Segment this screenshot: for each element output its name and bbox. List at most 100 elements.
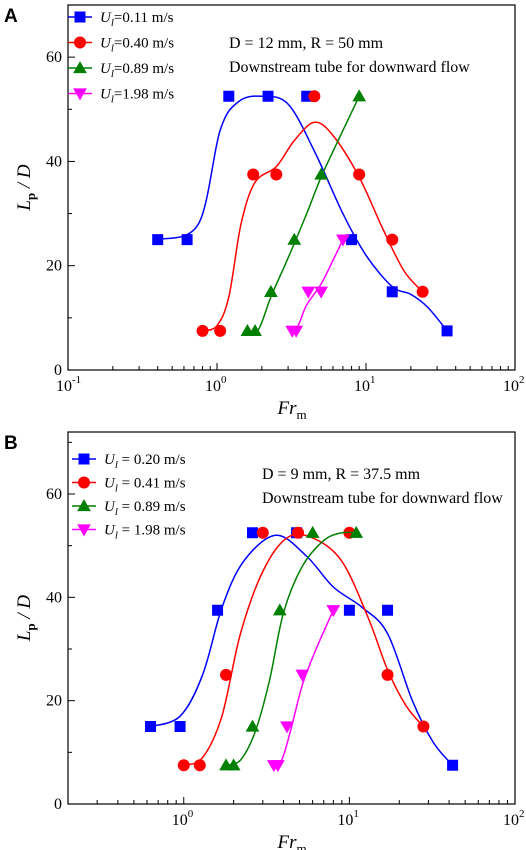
series-1 (152, 90, 453, 337)
legend-label-sub: l (111, 68, 114, 80)
legend-label-rest: = 1.98 m/s (118, 523, 186, 539)
x-tick-base: 10 (205, 378, 221, 395)
data-point (152, 234, 164, 246)
data-point (177, 759, 190, 772)
x-axis-label: Frm (277, 398, 307, 422)
y-tick-label: 60 (46, 486, 62, 503)
legend-label-main: U (104, 499, 116, 515)
legend-label-sub: l (115, 483, 118, 495)
y-tick-label: 0 (54, 362, 62, 379)
legend-label-sub: l (115, 506, 118, 518)
legend-entry-label: Ul = 0.41 m/s (104, 476, 186, 495)
data-point (352, 89, 367, 102)
y-axis-label: Lp / D (14, 164, 38, 212)
x-tick-exponent: 1 (370, 374, 376, 386)
y-tick-label: 20 (46, 258, 62, 275)
legend: Ul = 0.20 m/sUl = 0.41 m/sUl = 0.89 m/sU… (72, 452, 186, 542)
legend-label-rest: = 0.41 m/s (118, 476, 186, 492)
x-tick-label: 101 (354, 374, 376, 395)
panel-letter: A (4, 6, 18, 27)
x-axis-label-sub: m (297, 841, 307, 850)
legend-label-rest: =0.11 m/s (114, 10, 174, 26)
data-point (295, 669, 310, 682)
x-tick-base: 10 (337, 812, 353, 829)
x-axis-label-sub: m (297, 407, 307, 422)
data-point (417, 720, 430, 733)
x-tick-base: 10 (56, 378, 72, 395)
data-point (292, 526, 305, 539)
data-point (212, 604, 224, 616)
data-point (246, 527, 258, 539)
x-tick-label: 101 (337, 808, 359, 829)
fit-curve (247, 95, 360, 333)
x-tick-label: 102 (503, 374, 525, 395)
data-point (196, 324, 209, 337)
y-axis-label-rest: / D (14, 164, 35, 193)
x-tick-base: 10 (503, 812, 519, 829)
series-4 (266, 605, 341, 773)
data-point (301, 286, 316, 299)
data-point (301, 90, 313, 102)
data-point (264, 284, 278, 297)
fit-curve (183, 533, 424, 767)
legend-marker (78, 476, 90, 489)
x-axis-label-main: Fr (277, 832, 298, 850)
x-tick-exponent: 1 (353, 808, 359, 820)
legend-marker (78, 453, 90, 465)
x-tick-label: 100 (205, 374, 227, 395)
legend-label-main: U (100, 36, 112, 52)
data-point (145, 721, 157, 732)
series-4 (285, 234, 350, 338)
legend-label-sub: l (111, 17, 114, 29)
fit-curve (291, 239, 344, 332)
legend-entry-label: Ul = 1.98 m/s (104, 523, 186, 542)
legend: Ul=0.11 m/sUl=0.40 m/sUl=0.89 m/sUl=1.98… (68, 10, 174, 106)
legend-marker (77, 499, 91, 512)
y-tick-label: 40 (46, 589, 62, 606)
y-tick-label: 40 (46, 153, 62, 170)
y-tick-label: 20 (46, 693, 62, 710)
data-point (349, 525, 364, 538)
legend-label-rest: = 0.20 m/s (118, 452, 186, 468)
x-tick-exponent: -1 (72, 374, 81, 386)
data-point (416, 285, 429, 298)
data-point (181, 234, 193, 246)
series-2 (196, 90, 429, 337)
series-3 (240, 89, 367, 337)
legend-marker (77, 524, 91, 537)
legend-marker (74, 36, 86, 49)
data-point (305, 525, 320, 538)
x-tick-label: 10-1 (56, 374, 81, 395)
x-tick-base: 10 (354, 378, 370, 395)
fit-curve (202, 121, 424, 332)
fit-curve (150, 534, 454, 766)
plot-frame (67, 431, 516, 805)
annotation: D = 9 mm, R = 37.5 mm (262, 466, 421, 483)
legend-label-rest: =1.98 m/s (114, 87, 174, 103)
data-point (287, 232, 302, 245)
data-point (193, 759, 206, 772)
data-point (226, 758, 241, 771)
fit-curve (157, 95, 448, 332)
data-point (270, 168, 283, 181)
legend-label-main: U (100, 10, 112, 26)
data-point (386, 233, 399, 246)
annotation: Downstream tube for downward flow (262, 490, 503, 507)
plot-frame (67, 4, 516, 371)
x-tick-exponent: 2 (519, 374, 525, 386)
data-point (174, 721, 186, 732)
legend-marker (73, 88, 87, 101)
data-point (280, 721, 294, 734)
legend-label-sub: l (115, 530, 118, 542)
series-3 (219, 525, 364, 771)
x-tick-exponent: 2 (519, 808, 525, 820)
data-point (248, 324, 262, 337)
data-point (308, 90, 321, 103)
data-point (353, 168, 366, 181)
y-axis-label-sub: p (23, 193, 38, 200)
series-1 (145, 527, 459, 771)
data-point (220, 668, 233, 681)
data-point (214, 324, 227, 337)
